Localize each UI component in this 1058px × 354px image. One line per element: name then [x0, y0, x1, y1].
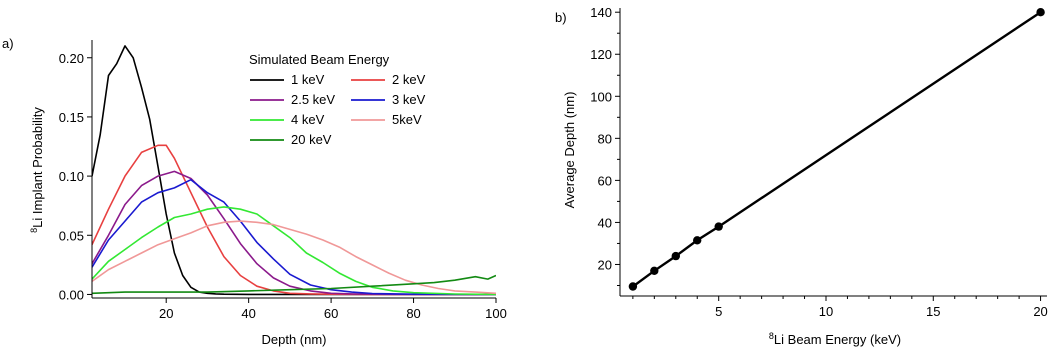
legend-label-5: 5keV [392, 112, 422, 127]
series-line-0 [92, 45, 496, 296]
series-line-2 [92, 170, 496, 296]
y-tick-label: 0.20 [59, 51, 84, 66]
x-tick-label: 5 [715, 304, 722, 319]
panel-a-legend: Simulated Beam Energy 1 keV 2 keV 2.5 keV 3… [249, 52, 426, 147]
legend-label-0: 1 keV [291, 72, 325, 87]
x-tick-label: 15 [926, 304, 940, 319]
panel-b: b) 5 10 15 20 20 40 60 80 100 120 140 8Li Beam En… [555, 5, 1048, 347]
panel-a-series [92, 45, 496, 296]
series-line-b [632, 11, 1042, 288]
panel-a-label: a) [2, 36, 14, 51]
panel-b-series [628, 8, 1045, 291]
panel-a-y-label-superscript: 8 [29, 228, 39, 233]
y-tick-label: 140 [590, 5, 612, 20]
y-tick-label: 120 [590, 47, 612, 62]
data-point [650, 266, 659, 275]
panel-b-y-label: Average Depth (nm) [562, 92, 577, 209]
series-line-6 [92, 274, 496, 295]
series-line-4 [92, 206, 496, 296]
x-tick-label: 40 [241, 306, 255, 321]
legend-label-1: 2 keV [392, 72, 426, 87]
y-tick-label: 60 [598, 173, 612, 188]
x-tick-label: 10 [819, 304, 833, 319]
y-tick-label: 40 [598, 215, 612, 230]
legend-label-3: 3 keV [392, 92, 426, 107]
data-point [628, 282, 638, 291]
data-point [1036, 8, 1045, 17]
legend-label-6: 20 keV [291, 132, 332, 147]
data-point [693, 236, 702, 245]
x-tick-label: 60 [324, 306, 338, 321]
x-tick-label: 20 [159, 306, 173, 321]
panel-b-y-ticks: 20 40 60 80 100 120 140 [590, 5, 620, 286]
legend-label-4: 4 keV [291, 112, 325, 127]
y-tick-label: 80 [598, 131, 612, 146]
legend-title: Simulated Beam Energy [249, 52, 390, 67]
panel-a-y-label: 8Li Implant Probability [29, 107, 45, 233]
y-tick-label: 0.10 [59, 169, 84, 184]
panel-a-plot-area: 20 40 60 80 100 0.00 0.05 0.10 0.15 0.20 [59, 40, 507, 321]
panel-a-y-label-text: Li Implant Probability [30, 107, 45, 228]
panel-a-x-label: Depth (nm) [261, 332, 326, 347]
series-line-1 [92, 144, 496, 296]
x-tick-label: 80 [406, 306, 420, 321]
panel-b-x-ticks: 5 10 15 20 [632, 296, 1048, 319]
panel-b-x-label: 8Li Beam Energy (keV) [769, 331, 901, 347]
panel-b-x-label-text: Li Beam Energy (keV) [774, 332, 901, 347]
legend-label-2: 2.5 keV [291, 92, 335, 107]
y-tick-label: 0.05 [59, 228, 84, 243]
y-tick-label: 0.15 [59, 110, 84, 125]
panel-b-plot-area: 5 10 15 20 20 40 60 80 100 120 140 [590, 5, 1048, 319]
panel-a-y-ticks: 0.00 0.05 0.10 0.15 0.20 [59, 51, 92, 302]
series-line-5 [92, 220, 496, 295]
data-point [671, 251, 680, 261]
panel-a-x-ticks: 20 40 60 80 100 [159, 298, 507, 321]
y-tick-label: 20 [598, 257, 612, 272]
x-tick-label: 100 [485, 306, 507, 321]
panel-a: a) 20 40 60 80 100 0.00 0.05 0.10 0.15 0.20 Dept… [2, 36, 507, 347]
panel-b-x-label-superscript: 8 [769, 331, 774, 341]
y-tick-label: 0.00 [59, 287, 84, 302]
panel-b-label: b) [555, 10, 567, 25]
x-tick-label: 20 [1033, 304, 1047, 319]
series-line-3 [92, 178, 496, 296]
data-point [714, 222, 723, 231]
y-tick-label: 100 [590, 89, 612, 104]
